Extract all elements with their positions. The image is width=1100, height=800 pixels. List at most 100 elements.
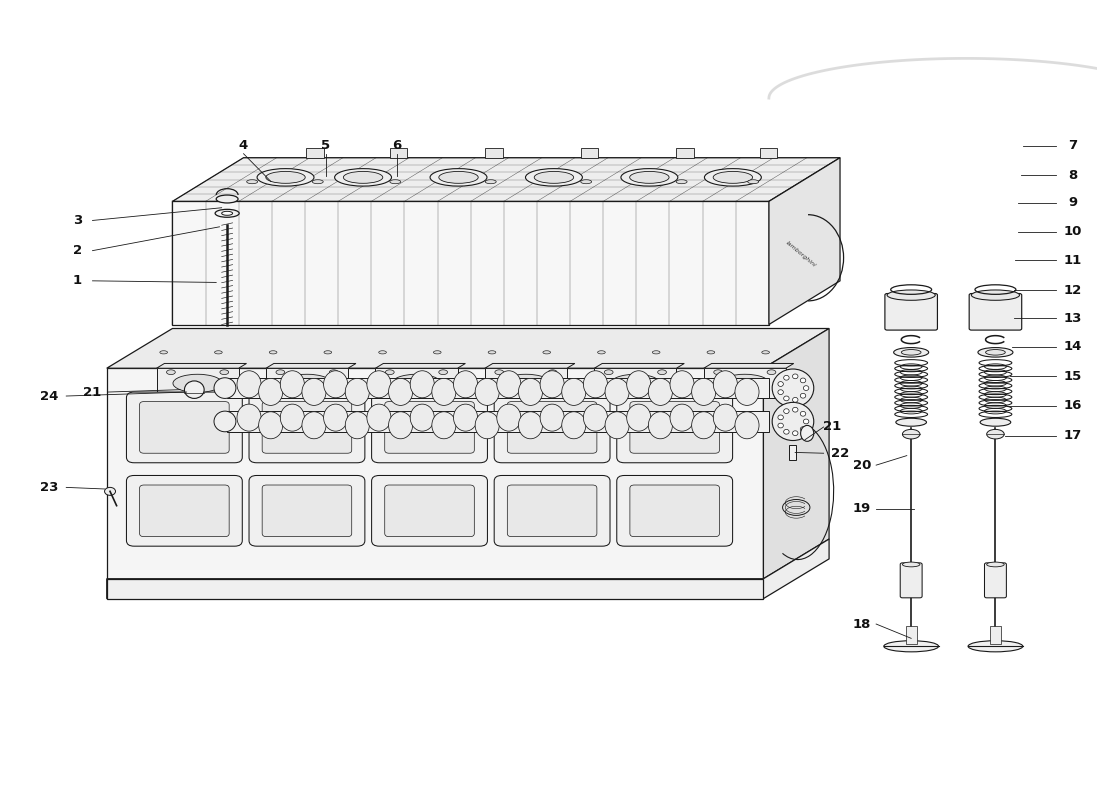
- FancyBboxPatch shape: [372, 392, 487, 462]
- Polygon shape: [375, 363, 465, 368]
- Ellipse shape: [485, 180, 496, 184]
- Ellipse shape: [658, 370, 667, 374]
- Ellipse shape: [713, 370, 737, 398]
- Ellipse shape: [217, 195, 238, 203]
- FancyBboxPatch shape: [126, 475, 242, 546]
- Ellipse shape: [627, 404, 651, 431]
- FancyBboxPatch shape: [507, 485, 597, 537]
- Ellipse shape: [772, 369, 814, 407]
- Ellipse shape: [801, 394, 806, 398]
- Ellipse shape: [214, 350, 222, 354]
- Ellipse shape: [345, 378, 370, 406]
- Text: 17: 17: [1064, 430, 1082, 442]
- Ellipse shape: [597, 350, 605, 354]
- Ellipse shape: [301, 378, 326, 406]
- Ellipse shape: [735, 412, 759, 438]
- Ellipse shape: [980, 418, 1011, 426]
- Text: eurospares: eurospares: [340, 331, 541, 366]
- Text: 20: 20: [852, 458, 871, 472]
- Ellipse shape: [246, 180, 257, 184]
- Ellipse shape: [334, 169, 392, 186]
- Ellipse shape: [488, 350, 496, 354]
- Ellipse shape: [562, 378, 586, 406]
- Text: 4: 4: [239, 139, 249, 152]
- Ellipse shape: [540, 404, 564, 431]
- Text: 12: 12: [1064, 284, 1082, 297]
- Ellipse shape: [604, 370, 613, 374]
- Ellipse shape: [648, 378, 672, 406]
- Text: 5: 5: [321, 139, 330, 152]
- Polygon shape: [227, 378, 769, 398]
- Ellipse shape: [453, 404, 477, 431]
- Polygon shape: [266, 363, 356, 368]
- Polygon shape: [594, 363, 684, 368]
- Ellipse shape: [548, 370, 557, 374]
- Ellipse shape: [329, 370, 338, 374]
- FancyBboxPatch shape: [140, 402, 229, 454]
- Polygon shape: [173, 202, 769, 325]
- Polygon shape: [763, 329, 829, 578]
- Ellipse shape: [389, 180, 400, 184]
- FancyBboxPatch shape: [140, 485, 229, 537]
- Ellipse shape: [778, 423, 783, 428]
- Polygon shape: [107, 368, 763, 578]
- Ellipse shape: [803, 419, 808, 424]
- Polygon shape: [266, 368, 348, 398]
- Ellipse shape: [713, 171, 752, 183]
- Ellipse shape: [312, 180, 323, 184]
- FancyBboxPatch shape: [372, 475, 487, 546]
- Text: 7: 7: [1068, 139, 1078, 152]
- Text: 6: 6: [393, 139, 402, 152]
- Polygon shape: [704, 363, 794, 368]
- FancyBboxPatch shape: [385, 485, 474, 537]
- Text: 19: 19: [852, 502, 871, 515]
- Ellipse shape: [895, 418, 926, 426]
- Ellipse shape: [792, 431, 798, 435]
- Ellipse shape: [767, 370, 775, 374]
- Ellipse shape: [670, 370, 694, 398]
- Text: 8: 8: [1068, 169, 1078, 182]
- Ellipse shape: [670, 404, 694, 431]
- Polygon shape: [769, 158, 840, 325]
- Ellipse shape: [343, 171, 383, 183]
- Text: 14: 14: [1064, 340, 1082, 354]
- Ellipse shape: [792, 407, 798, 412]
- Ellipse shape: [778, 382, 783, 386]
- Ellipse shape: [104, 487, 116, 495]
- Ellipse shape: [887, 290, 935, 300]
- Ellipse shape: [893, 347, 928, 357]
- Text: 21: 21: [84, 386, 101, 398]
- Ellipse shape: [388, 378, 412, 406]
- Ellipse shape: [772, 402, 814, 441]
- Ellipse shape: [270, 350, 277, 354]
- Text: 22: 22: [830, 446, 849, 460]
- Ellipse shape: [735, 378, 759, 406]
- Ellipse shape: [236, 370, 261, 398]
- Ellipse shape: [378, 350, 386, 354]
- Ellipse shape: [535, 171, 573, 183]
- Ellipse shape: [778, 415, 783, 420]
- Ellipse shape: [433, 350, 441, 354]
- Ellipse shape: [883, 641, 938, 652]
- Ellipse shape: [762, 350, 769, 354]
- Polygon shape: [156, 363, 246, 368]
- Ellipse shape: [581, 180, 592, 184]
- Ellipse shape: [324, 350, 332, 354]
- Ellipse shape: [475, 412, 499, 438]
- FancyBboxPatch shape: [884, 294, 937, 330]
- Ellipse shape: [345, 412, 370, 438]
- Ellipse shape: [526, 169, 582, 186]
- Ellipse shape: [323, 404, 348, 431]
- FancyBboxPatch shape: [249, 392, 365, 462]
- Ellipse shape: [782, 415, 810, 431]
- Ellipse shape: [583, 370, 607, 398]
- Ellipse shape: [220, 370, 229, 374]
- Ellipse shape: [388, 412, 412, 438]
- Ellipse shape: [439, 171, 478, 183]
- Ellipse shape: [543, 350, 550, 354]
- FancyBboxPatch shape: [385, 402, 474, 454]
- Ellipse shape: [280, 370, 305, 398]
- Ellipse shape: [629, 171, 669, 183]
- Polygon shape: [389, 148, 407, 158]
- Polygon shape: [990, 626, 1001, 644]
